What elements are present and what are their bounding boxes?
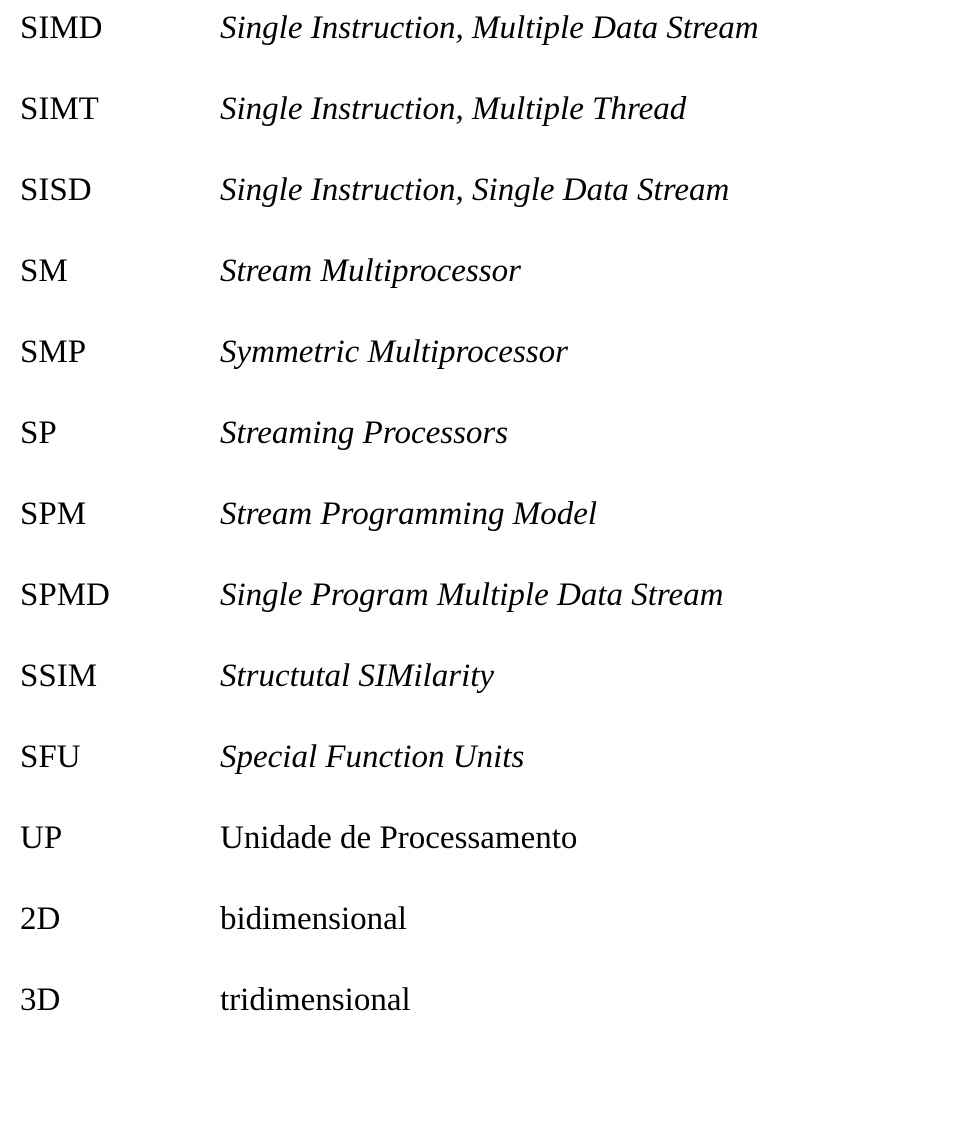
abbrev-label: 3D — [20, 982, 220, 1019]
definition-text: Single Instruction, Multiple Data Stream — [220, 10, 759, 47]
definition-text: Symmetric Multiprocessor — [220, 334, 568, 371]
glossary-row: SFU Special Function Units — [20, 739, 930, 776]
abbrev-label: SPM — [20, 496, 220, 533]
glossary-row: SISD Single Instruction, Single Data Str… — [20, 172, 930, 209]
definition-text: Streaming Processors — [220, 415, 508, 452]
definition-text: Special Function Units — [220, 739, 524, 776]
glossary-row: UP Unidade de Processamento — [20, 820, 930, 857]
glossary-row: SIMD Single Instruction, Multiple Data S… — [20, 10, 930, 47]
definition-text: Stream Multiprocessor — [220, 253, 521, 290]
abbrev-label: SPMD — [20, 577, 220, 614]
abbrev-label: SISD — [20, 172, 220, 209]
glossary-row: SM Stream Multiprocessor — [20, 253, 930, 290]
definition-text: Single Instruction, Single Data Stream — [220, 172, 729, 209]
glossary-row: SPM Stream Programming Model — [20, 496, 930, 533]
glossary-row: SSIM Structutal SIMilarity — [20, 658, 930, 695]
abbrev-label: SIMD — [20, 10, 220, 47]
abbrev-label: UP — [20, 820, 220, 857]
abbrev-label: SMP — [20, 334, 220, 371]
definition-text: Single Instruction, Multiple Thread — [220, 91, 686, 128]
glossary-row: 2D bidimensional — [20, 901, 930, 938]
glossary-row: SMP Symmetric Multiprocessor — [20, 334, 930, 371]
glossary-row: SIMT Single Instruction, Multiple Thread — [20, 91, 930, 128]
definition-text: Stream Programming Model — [220, 496, 597, 533]
definition-text: tridimensional — [220, 982, 411, 1019]
abbrev-label: SSIM — [20, 658, 220, 695]
abbrev-label: SFU — [20, 739, 220, 776]
abbrev-label: SIMT — [20, 91, 220, 128]
definition-text: Structutal SIMilarity — [220, 658, 494, 695]
abbrev-label: SM — [20, 253, 220, 290]
abbrev-label: 2D — [20, 901, 220, 938]
glossary-page: SIMD Single Instruction, Multiple Data S… — [0, 0, 960, 1019]
glossary-row: SP Streaming Processors — [20, 415, 930, 452]
definition-text: Unidade de Processamento — [220, 820, 577, 857]
glossary-row: 3D tridimensional — [20, 982, 930, 1019]
abbrev-label: SP — [20, 415, 220, 452]
definition-text: bidimensional — [220, 901, 407, 938]
glossary-row: SPMD Single Program Multiple Data Stream — [20, 577, 930, 614]
definition-text: Single Program Multiple Data Stream — [220, 577, 724, 614]
